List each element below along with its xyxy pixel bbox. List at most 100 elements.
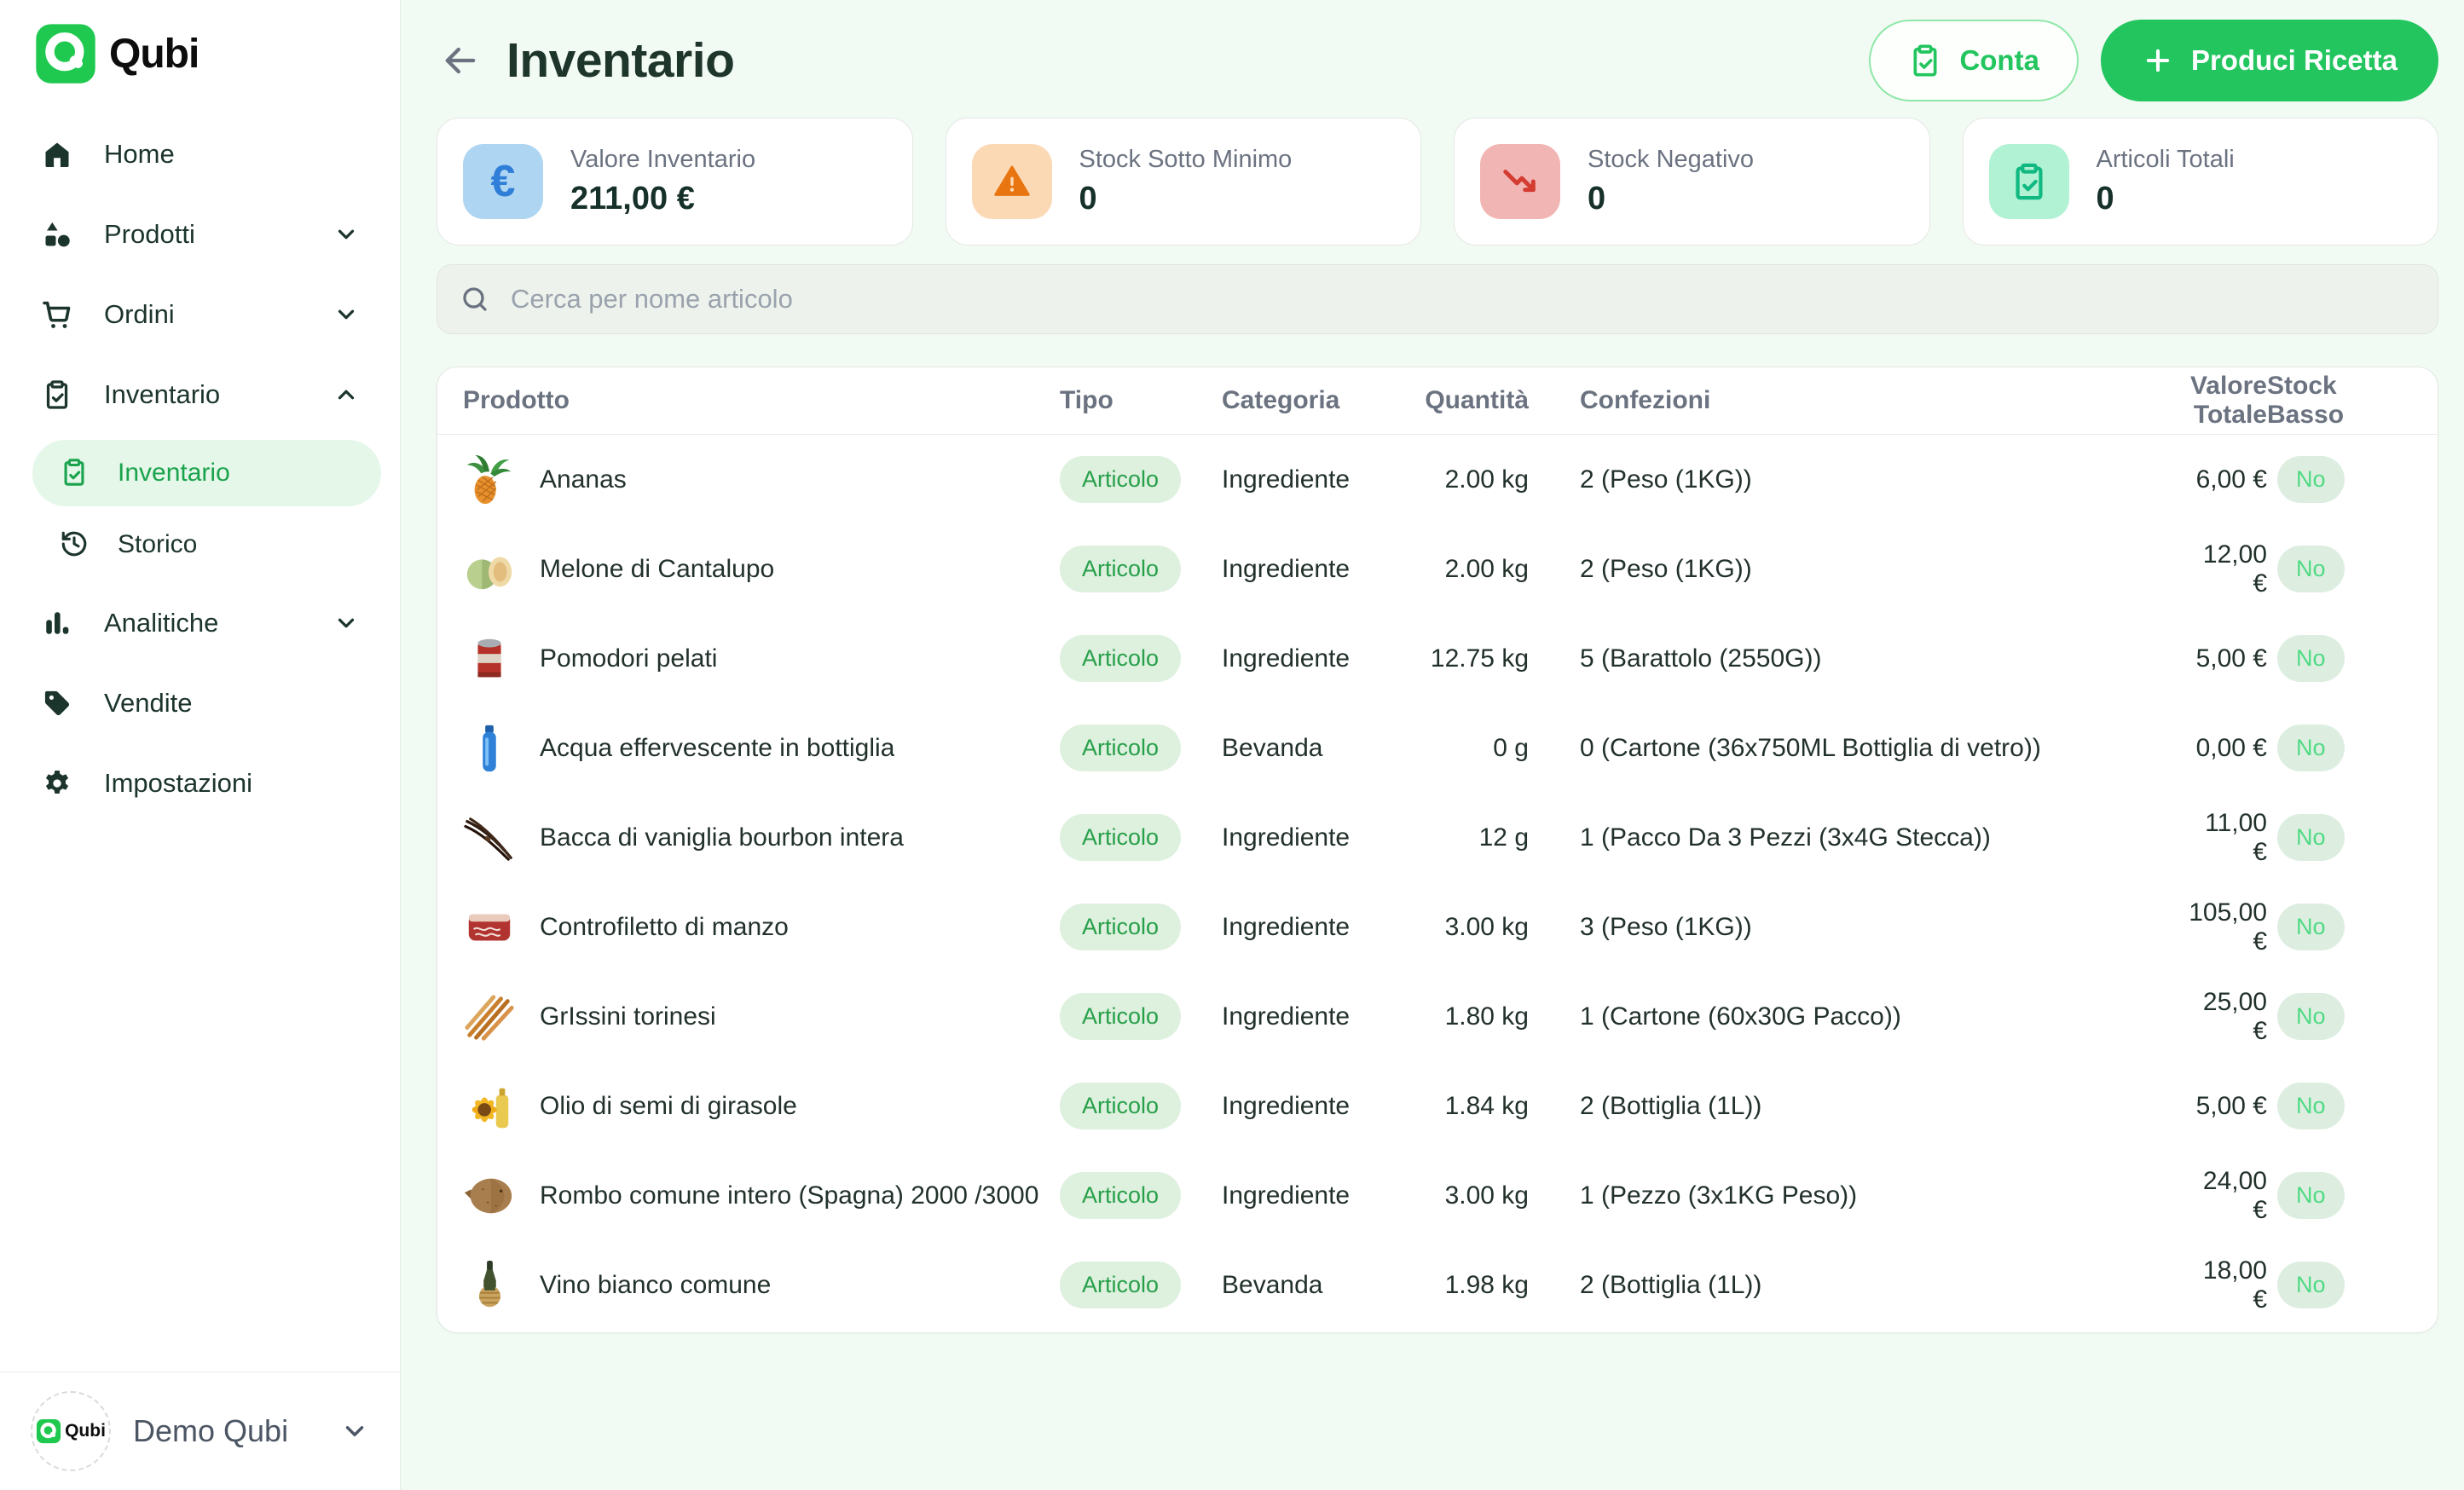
column-header-prodotto: Prodotto (463, 386, 570, 414)
table-row[interactable]: GrIssini torinesi Articolo Ingrediente 1… (437, 972, 2438, 1061)
home-icon (41, 138, 73, 170)
stat-value: 0 (1079, 181, 1097, 217)
table-header-row: Prodotto Tipo Categoria Quantità Confezi… (437, 367, 2438, 435)
table-row[interactable]: Vino bianco comune Articolo Bevanda 1.98… (437, 1240, 2438, 1330)
column-header-stock-basso: Stock Basso (2267, 372, 2345, 429)
sidebar-subitem-label: Storico (118, 530, 198, 558)
table-row[interactable]: Melone di Cantalupo Articolo Ingrediente… (437, 524, 2438, 614)
sidebar-item-analitiche[interactable]: Analitiche (19, 586, 381, 660)
stock-basso-badge: No (2277, 904, 2345, 950)
valore-totale-cell: 5,00 € (2195, 1091, 2267, 1120)
categoria-cell: Ingrediente (1222, 823, 1351, 852)
quantita-cell: 3.00 kg (1444, 1181, 1529, 1210)
stat-value: 0 (2096, 181, 2114, 217)
stat-card-stock-sotto-minimo: Stock Sotto Minimo 0 (945, 118, 1421, 245)
sidebar-nav: Home Prodotti Ordini (0, 94, 400, 1372)
sidebar-item-vendite[interactable]: Vendite (19, 667, 381, 740)
table-row[interactable]: Controfiletto di manzo Articolo Ingredie… (437, 882, 2438, 972)
product-name: Bacca di vaniglia bourbon intera (540, 823, 904, 852)
inventory-table: Prodotto Tipo Categoria Quantità Confezi… (437, 367, 2438, 1333)
confezioni-cell: 2 (Peso (1KG)) (1580, 465, 1752, 494)
sidebar-item-inventario[interactable]: Inventario (19, 358, 381, 431)
product-image (463, 543, 516, 596)
tipo-badge: Articolo (1060, 1172, 1182, 1219)
tipo-badge: Articolo (1060, 1083, 1182, 1129)
back-button[interactable] (437, 37, 484, 84)
table-row[interactable]: Olio di semi di girasole Articolo Ingred… (437, 1061, 2438, 1151)
confezioni-cell: 1 (Pezzo (3x1KG Peso)) (1580, 1181, 1858, 1210)
sidebar-item-label: Inventario (104, 379, 221, 409)
quantita-cell: 1.84 kg (1444, 1091, 1529, 1120)
sidebar-item-label: Home (104, 139, 175, 169)
stat-label: Stock Negativo (1588, 146, 1755, 173)
quantita-cell: 3.00 kg (1444, 912, 1529, 941)
valore-totale-cell: 0,00 € (2195, 733, 2267, 762)
quantita-cell: 1.98 kg (1444, 1270, 1529, 1299)
tipo-badge: Articolo (1060, 635, 1182, 682)
confezioni-cell: 0 (Cartone (36x750ML Bottiglia di vetro)… (1580, 733, 2041, 762)
gear-icon (41, 767, 73, 800)
chevron-down-icon (333, 610, 359, 636)
chevron-down-icon (333, 302, 359, 327)
conta-button-label: Conta (1959, 44, 2039, 76)
table-row[interactable]: Pomodori pelati Articolo Ingrediente 12.… (437, 614, 2438, 703)
categoria-cell: Ingrediente (1222, 1181, 1351, 1210)
sidebar-item-prodotti[interactable]: Prodotti (19, 198, 381, 271)
produci-ricetta-button[interactable]: Produci Ricetta (2100, 20, 2438, 101)
stat-label: Valore Inventario (570, 146, 756, 173)
stock-basso-badge: No (2277, 546, 2345, 592)
valore-totale-cell: 25,00 € (2202, 987, 2267, 1045)
sidebar-subitem-storico[interactable]: Storico (32, 511, 381, 578)
confezioni-cell: 2 (Bottiglia (1L)) (1580, 1270, 1762, 1299)
stat-card-articoli-totali: Articoli Totali 0 (1962, 118, 2438, 245)
stock-basso-badge: No (2277, 635, 2345, 682)
categoria-cell: Ingrediente (1222, 1091, 1351, 1120)
product-image (463, 453, 516, 506)
table-row[interactable]: Ananas Articolo Ingrediente 2.00 kg 2 (P… (437, 435, 2438, 524)
sidebar-item-label: Impostazioni (104, 768, 253, 798)
sidebar-item-home[interactable]: Home (19, 118, 381, 191)
column-header-tipo: Tipo (1060, 386, 1113, 414)
warning-icon (971, 144, 1052, 219)
confezioni-cell: 1 (Cartone (60x30G Pacco)) (1580, 1002, 1901, 1031)
cart-icon (41, 298, 73, 331)
valore-totale-cell: 12,00 € (2202, 540, 2267, 598)
product-image (463, 1169, 516, 1222)
stock-basso-badge: No (2277, 1172, 2345, 1219)
product-image (463, 1259, 516, 1312)
categoria-cell: Ingrediente (1222, 644, 1351, 673)
sidebar-item-label: Prodotti (104, 219, 195, 249)
clipboard-check-icon (1913, 44, 1937, 77)
stat-label: Stock Sotto Minimo (1079, 146, 1293, 173)
product-name: Melone di Cantalupo (540, 554, 775, 583)
chevron-down-icon (333, 222, 359, 247)
confezioni-cell: 1 (Pacco Da 3 Pezzi (3x4G Stecca)) (1580, 823, 1991, 852)
quantita-cell: 2.00 kg (1444, 465, 1529, 494)
sidebar-item-ordini[interactable]: Ordini (19, 278, 381, 351)
brand-logo: Qubi (0, 0, 400, 94)
stat-label: Articoli Totali (2096, 146, 2235, 173)
valore-totale-cell: 5,00 € (2195, 644, 2267, 673)
quantita-cell: 12 g (1478, 823, 1529, 852)
valore-totale-cell: 105,00 € (2189, 898, 2267, 956)
confezioni-cell: 3 (Peso (1KG)) (1580, 912, 1752, 941)
product-image (463, 901, 516, 954)
table-row[interactable]: Bacca di vaniglia bourbon intera Articol… (437, 793, 2438, 882)
table-row[interactable]: Rombo comune intero (Spagna) 2000 /3000 … (437, 1151, 2438, 1240)
search-bar (437, 264, 2438, 334)
tag-icon (41, 687, 73, 719)
sidebar-item-impostazioni[interactable]: Impostazioni (19, 747, 381, 820)
sidebar-subitem-inventario[interactable]: Inventario (32, 440, 381, 506)
quantita-cell: 2.00 kg (1444, 554, 1529, 583)
organization-switcher[interactable]: Qubi Demo Qubi (0, 1372, 400, 1490)
stock-basso-badge: No (2277, 1262, 2345, 1308)
table-row[interactable]: Acqua effervescente in bottiglia Articol… (437, 703, 2438, 793)
search-input[interactable] (509, 283, 2415, 315)
conta-button[interactable]: Conta (1869, 20, 2079, 101)
valore-totale-cell: 18,00 € (2202, 1256, 2267, 1314)
confezioni-cell: 2 (Peso (1KG)) (1580, 554, 1752, 583)
shapes-icon (41, 218, 73, 251)
column-header-valore-totale: Valore Totale (2189, 372, 2267, 429)
sidebar-item-label: Vendite (104, 688, 193, 718)
